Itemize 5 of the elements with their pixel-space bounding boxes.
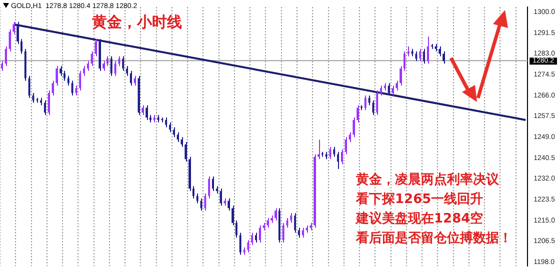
annotation: 看后面是否留仓位搏数据！ [355, 230, 512, 246]
text: 黄金，小时线 [91, 12, 182, 31]
annotation: 黄金，凌晨两点利率决议 [355, 171, 500, 188]
annotation: 看下探1265一线回升 [355, 190, 484, 207]
annotation: 建议美盘现在1284空 [355, 210, 484, 226]
